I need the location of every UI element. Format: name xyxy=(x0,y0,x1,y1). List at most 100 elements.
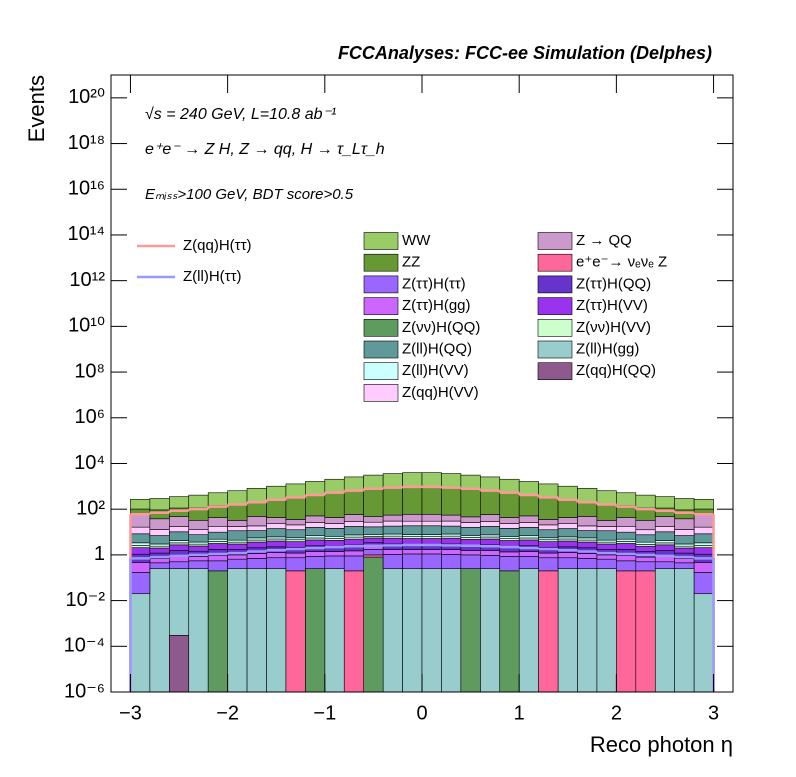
y-tick-label: 10² xyxy=(76,497,105,519)
bar xyxy=(577,541,598,549)
legend-label: Z(ττ)H(QQ) xyxy=(576,275,651,292)
bar xyxy=(480,526,501,536)
bar xyxy=(169,496,190,509)
legend-label: Z(qq)H(QQ) xyxy=(576,362,656,379)
bar xyxy=(382,487,403,516)
bar xyxy=(518,539,539,547)
bar xyxy=(266,528,287,538)
bar xyxy=(460,539,481,546)
bar xyxy=(480,550,501,556)
bar xyxy=(499,536,520,539)
bar xyxy=(343,534,364,538)
bar xyxy=(324,478,345,493)
bar xyxy=(402,520,423,527)
bar xyxy=(305,515,326,523)
bar xyxy=(343,550,364,557)
bar xyxy=(480,568,501,693)
bar xyxy=(441,554,462,569)
bar xyxy=(635,541,656,545)
bar xyxy=(674,562,695,569)
bar xyxy=(441,537,462,545)
bar xyxy=(421,568,442,693)
bar xyxy=(207,531,228,540)
bar xyxy=(266,536,287,540)
legend-label: Z(ll)H(gg) xyxy=(576,340,639,357)
legend-label: Z(qq)H(ττ) xyxy=(183,237,252,254)
bar xyxy=(130,533,151,544)
bar xyxy=(693,562,714,573)
legend-swatch xyxy=(363,297,399,315)
bar xyxy=(402,525,423,535)
bar xyxy=(246,516,267,527)
bar xyxy=(382,514,403,522)
bar xyxy=(207,517,228,527)
y-tick-label: 10⁶ xyxy=(75,406,105,428)
bar xyxy=(480,514,501,522)
bar xyxy=(382,568,403,693)
bar xyxy=(518,481,539,495)
bar xyxy=(596,558,617,569)
bar xyxy=(654,516,675,527)
bar xyxy=(402,472,423,488)
bar xyxy=(616,517,637,527)
bar xyxy=(305,494,326,517)
legend-label: ZZ xyxy=(402,254,420,271)
bar xyxy=(343,489,364,515)
bar xyxy=(635,494,656,509)
bar xyxy=(674,547,695,554)
legend-swatch xyxy=(363,275,399,294)
bar xyxy=(518,556,539,569)
bar xyxy=(674,518,695,530)
bar xyxy=(693,533,714,544)
bar xyxy=(324,568,345,693)
bar xyxy=(538,552,559,559)
bar xyxy=(460,535,481,538)
bar xyxy=(499,478,520,493)
legend-label: Z(ll)H(QQ) xyxy=(402,340,472,357)
bar xyxy=(402,553,423,569)
bar xyxy=(518,535,539,539)
bar xyxy=(382,473,403,488)
bar xyxy=(130,545,151,548)
bar xyxy=(227,543,248,550)
bar xyxy=(285,497,306,520)
y-tick-label: 10¹⁸ xyxy=(68,132,105,154)
bar xyxy=(596,526,617,532)
bar xyxy=(616,525,637,533)
x-tick-label: −1 xyxy=(313,702,336,724)
plot-area xyxy=(129,472,715,693)
bar xyxy=(402,486,423,515)
bar xyxy=(654,526,675,533)
bar xyxy=(169,556,190,563)
bar xyxy=(402,549,423,555)
bar xyxy=(674,535,695,545)
bar xyxy=(480,534,501,538)
x-tick-label: −2 xyxy=(216,702,239,724)
bar xyxy=(596,504,617,521)
bar xyxy=(693,545,714,548)
bar xyxy=(149,558,170,564)
bar xyxy=(654,507,675,517)
bar xyxy=(188,568,209,693)
bar xyxy=(616,531,637,540)
legend-label: Z(ll)H(VV) xyxy=(402,362,469,379)
bar xyxy=(596,520,617,527)
bar xyxy=(207,560,228,572)
bar xyxy=(441,533,462,537)
bar xyxy=(169,561,190,569)
bar xyxy=(693,526,714,535)
bar xyxy=(654,540,675,544)
bar xyxy=(421,513,442,522)
legend-label: Z(νν)H(QQ) xyxy=(402,319,480,336)
bar xyxy=(674,543,695,547)
y-tick-label: 10²⁰ xyxy=(68,86,105,108)
bar xyxy=(538,497,559,520)
bar xyxy=(169,526,190,533)
bar xyxy=(693,547,714,555)
bar xyxy=(518,568,539,693)
bar xyxy=(285,524,306,531)
y-tick-label: 10¹⁴ xyxy=(68,223,106,245)
bar xyxy=(246,530,267,539)
bar xyxy=(382,554,403,569)
x-tick-label: 3 xyxy=(708,702,719,724)
